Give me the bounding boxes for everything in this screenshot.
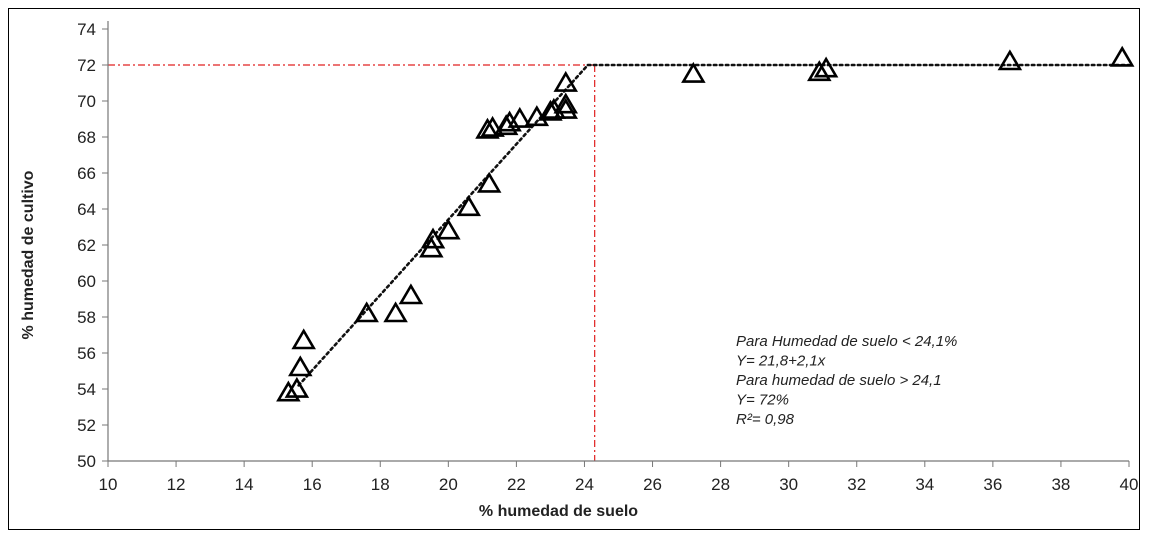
x-tick-label: 18	[371, 475, 390, 494]
data-point-triangle	[284, 376, 310, 398]
data-point-triangle	[681, 61, 706, 83]
data-point-triangle	[383, 301, 408, 323]
y-tick-label: 52	[77, 416, 96, 435]
y-tick-label: 70	[77, 92, 96, 111]
x-tick-label: 40	[1120, 475, 1139, 494]
data-point-triangle	[480, 115, 505, 137]
x-tick-label: 32	[847, 475, 866, 494]
data-point-triangle	[276, 380, 301, 402]
y-tick-labels: 50 52 54 56 58 60 62 64 66 68 70 72 74	[77, 20, 108, 471]
scatter-chart: 10 12 14 16 18 20 22 24 26 28 30 32 34 36 38 40 5052545…	[20, 20, 1139, 520]
y-tick-label: 74	[77, 20, 96, 39]
x-tick-label: 34	[915, 475, 934, 494]
data-points	[276, 45, 1135, 402]
annotation-line: R²= 0,98	[736, 411, 795, 428]
y-tick-label: 72	[77, 56, 96, 75]
y-tick-label: 50	[77, 452, 96, 471]
equation-annotation: Para Humedad de suelo < 24,1% Y= 21,8+2,…	[736, 333, 957, 428]
x-tick-label: 30	[779, 475, 798, 494]
data-point-triangle	[553, 92, 579, 114]
x-tick-label: 38	[1051, 475, 1070, 494]
y-tick-label: 62	[77, 236, 96, 255]
y-tick-label: 64	[77, 200, 96, 219]
x-tick-labels: 10 12 14 16 18 20 22 24 26 28 30 32 34 36 38 40	[99, 461, 1139, 494]
y-tick-label: 58	[77, 308, 96, 327]
x-tick-label: 28	[711, 475, 730, 494]
y-tick-label: 54	[77, 380, 96, 399]
axes	[107, 21, 1129, 462]
annotation-line: Para Humedad de suelo < 24,1%	[736, 333, 957, 350]
data-point-triangle	[436, 218, 461, 240]
data-point-triangle	[291, 328, 316, 350]
reference-lines	[108, 64, 596, 461]
chart-frame: 10 12 14 16 18 20 22 24 26 28 30 32 34 36 38 40 50 52 54 5…	[8, 8, 1140, 530]
data-point-triangle	[475, 117, 500, 139]
x-tick-label: 26	[643, 475, 662, 494]
x-tick-label: 14	[235, 475, 254, 494]
data-point-triangle	[1109, 45, 1135, 67]
x-tick-label: 24	[575, 475, 594, 494]
annotation-line: Y= 21,8+2,1x	[736, 353, 826, 370]
trendline	[297, 63, 1131, 387]
x-tick-label: 12	[167, 475, 186, 494]
data-point-triangle	[354, 301, 379, 323]
x-tick-label: 36	[983, 475, 1002, 494]
data-point-triangle	[553, 97, 579, 119]
y-tick-label: 66	[77, 164, 96, 183]
y-tick-label: 56	[77, 344, 96, 363]
x-tick-label: 20	[439, 475, 458, 494]
data-point-triangle	[813, 56, 839, 78]
x-tick-label: 10	[99, 475, 118, 494]
y-tick-label: 68	[77, 128, 96, 147]
data-point-triangle	[288, 355, 313, 377]
x-tick-label: 16	[303, 475, 322, 494]
data-point-triangle	[807, 60, 832, 82]
y-tick-label: 60	[77, 272, 96, 291]
y-axis-title: % humedad de cultivo	[20, 170, 37, 339]
data-point-triangle	[507, 106, 533, 128]
x-axis-title: % humedad de suelo	[479, 503, 638, 520]
annotation-line: Para humedad de suelo > 24,1	[736, 372, 942, 389]
annotation-line: Y= 72%	[736, 392, 789, 409]
data-point-triangle	[553, 70, 579, 92]
data-point-triangle	[997, 49, 1023, 71]
data-point-triangle	[398, 283, 424, 305]
data-point-triangle	[476, 171, 502, 193]
x-tick-label: 22	[507, 475, 526, 494]
data-point-triangle	[456, 195, 482, 217]
data-point-triangle	[497, 110, 522, 132]
